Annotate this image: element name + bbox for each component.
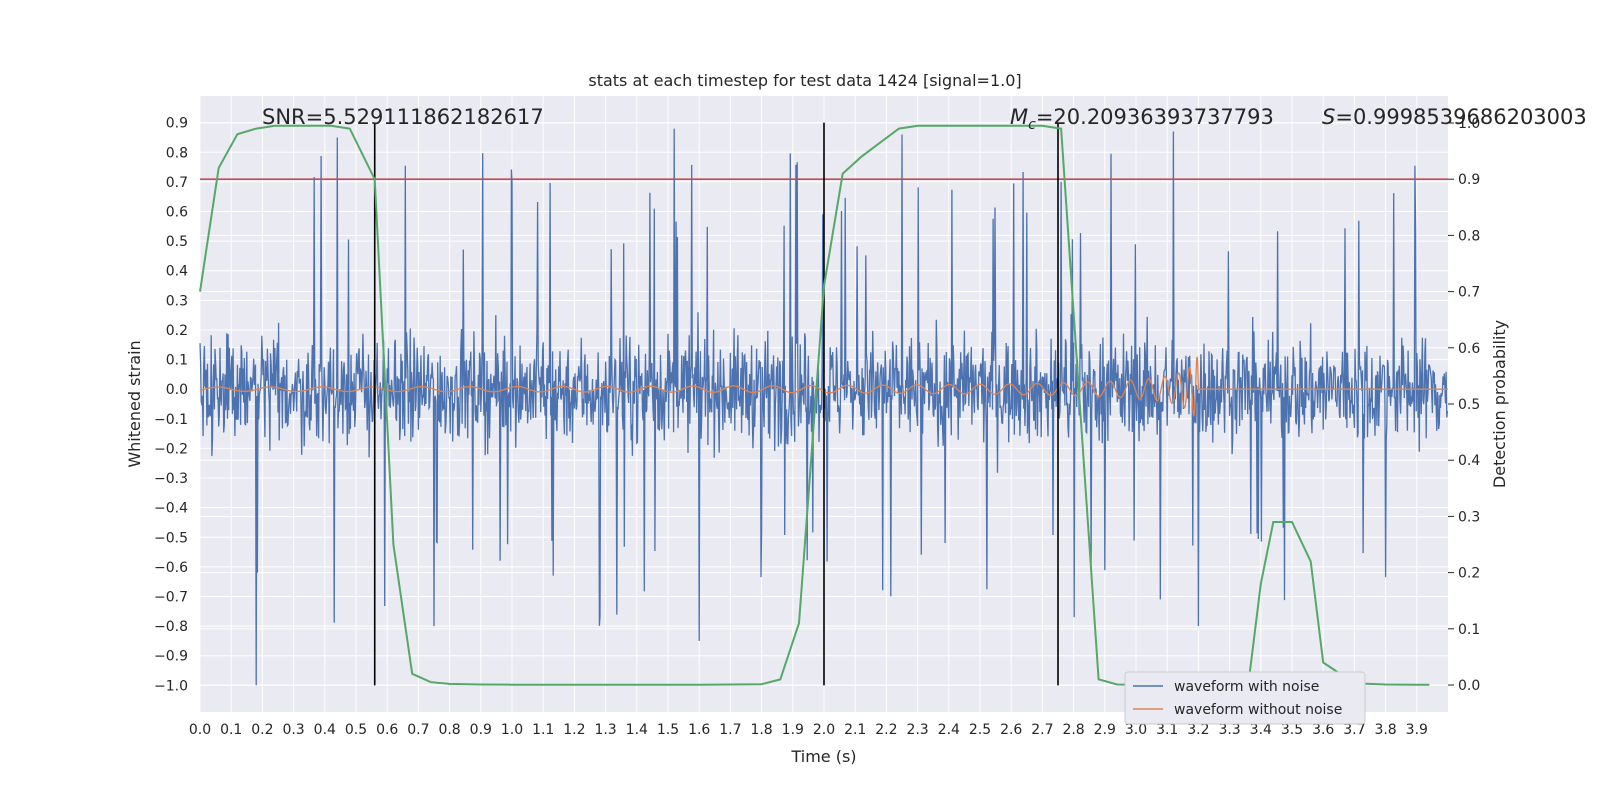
x-tick-label: 2.0	[813, 722, 835, 738]
x-tick-label: 1.0	[501, 722, 523, 738]
y2-tick-label: 0.0	[1458, 678, 1480, 694]
score-symbol: S	[1322, 105, 1335, 129]
y-tick-label: −0.1	[154, 412, 188, 428]
y2-tick-label: 0.7	[1458, 285, 1480, 301]
y-tick-label: 0.5	[166, 234, 188, 250]
y-tick-label: −0.3	[154, 471, 188, 487]
chirp-mass-symbol: M	[1010, 105, 1028, 129]
x-tick-label: 3.8	[1374, 722, 1396, 738]
vertical-markers	[373, 122, 1059, 686]
y2-tick-label: 0.8	[1458, 228, 1480, 244]
x-tick-label: 2.5	[969, 722, 991, 738]
x-tick-label: 3.5	[1281, 722, 1303, 738]
x-tick-label: 2.3	[906, 722, 928, 738]
y2-tick-label: 0.9	[1458, 172, 1480, 188]
x-tick-label: 3.3	[1218, 722, 1240, 738]
y-tick-label: −0.5	[154, 530, 188, 546]
x-tick-label: 3.0	[1125, 722, 1147, 738]
x-tick-label: 1.9	[782, 722, 804, 738]
y-tick-label: 0.7	[166, 175, 188, 191]
x-tick-label: 2.1	[844, 722, 866, 738]
x-tick-label: 0.2	[251, 722, 273, 738]
x-tick-label: 2.4	[938, 722, 960, 738]
x-tick-label: 2.6	[1000, 722, 1022, 738]
x-tick-label: 2.2	[875, 722, 897, 738]
legend-label-clean: waveform without noise	[1174, 702, 1342, 718]
legend-label-noise: waveform with noise	[1174, 679, 1319, 695]
y-tick-label: 0.9	[166, 116, 188, 132]
y-tick-label: 0.8	[166, 145, 188, 161]
x-tick-label: 3.7	[1343, 722, 1365, 738]
x-tick-label: 3.6	[1312, 722, 1334, 738]
x-tick-labels: 0.0 0.1 0.2 0.3 0.4 0.5 0.6 0.7 0.8 0.9 1.0 1.1 1.2 1…	[189, 722, 1428, 738]
x-tick-label: 1.4	[626, 722, 648, 738]
chirp-mass-annotation: Mc=20.20936393737793	[1010, 105, 1274, 133]
score-annotation: S=0.9998539686203003	[1322, 105, 1587, 129]
x-tick-label: 0.3	[282, 722, 304, 738]
y-tick-label: 0.0	[166, 382, 188, 398]
chirp-mass-value: =20.20936393737793	[1036, 105, 1274, 129]
y-tick-label: −1.0	[154, 678, 188, 694]
x-tick-label: 0.1	[220, 722, 242, 738]
y-tick-label: 0.6	[166, 205, 188, 221]
snr-annotation: SNR=5.529111862182617	[262, 105, 544, 129]
x-tick-label: 0.6	[376, 722, 398, 738]
x-tick-label: 0.7	[407, 722, 429, 738]
x-tick-label: 0.4	[314, 722, 336, 738]
x-tick-label: 0.8	[438, 722, 460, 738]
y-tick-label: −0.7	[154, 590, 188, 606]
chirp-mass-subscript: c	[1028, 117, 1036, 133]
x-tick-label: 3.9	[1406, 722, 1428, 738]
detection-probability-line	[199, 124, 1430, 686]
x-tick-label: 1.5	[657, 722, 679, 738]
x-axis-label: Time (s)	[790, 747, 856, 766]
legend: waveform with noise waveform without noi…	[1124, 671, 1366, 725]
y-tick-label: −0.6	[154, 560, 188, 576]
x-tick-label: 1.2	[563, 722, 585, 738]
x-tick-label: 1.1	[532, 722, 554, 738]
y-tick-label: −0.2	[154, 441, 188, 457]
y-tick-label: −0.9	[154, 649, 188, 665]
x-tick-label: 2.7	[1031, 722, 1053, 738]
y2-tick-label: 0.6	[1458, 341, 1480, 357]
detection-probability-series	[199, 124, 1430, 686]
y-tick-label: −0.4	[154, 501, 188, 517]
y-tick-labels: 0.9 0.8 0.7 0.6 0.5 0.4 0.3 0.2 0.1 0.0 −0.1 −0.2 −0…	[154, 116, 188, 695]
legend-box	[1124, 671, 1366, 725]
x-tick-label: 3.4	[1250, 722, 1272, 738]
chart-title: stats at each timestep for test data 142…	[588, 71, 1021, 90]
y2-tick-label: 1.0	[1458, 116, 1480, 132]
y-tick-label: 0.3	[166, 293, 188, 309]
y-tick-label: 0.4	[166, 264, 188, 280]
y2-tick-label: 0.3	[1458, 509, 1480, 525]
x-tick-label: 1.8	[750, 722, 772, 738]
y2-axis-label: Detection probability	[1490, 320, 1509, 488]
x-tick-label: 1.3	[594, 722, 616, 738]
y2-tick-label: 0.1	[1458, 622, 1480, 638]
x-tick-label: 3.2	[1187, 722, 1209, 738]
x-tick-label: 3.1	[1156, 722, 1178, 738]
x-tick-label: 2.9	[1094, 722, 1116, 738]
y2-tick-labels: 1.0 0.9 0.8 0.7 0.6 0.5 0.4 0.3 0.2 0.1 0.0	[1448, 116, 1480, 694]
y2-tick-label: 0.2	[1458, 566, 1480, 582]
x-tick-label: 2.8	[1062, 722, 1084, 738]
score-value: =0.9998539686203003	[1335, 105, 1586, 129]
y-axis-label: Whitened strain	[125, 340, 144, 467]
y-tick-label: −0.8	[154, 619, 188, 635]
x-tick-label: 1.7	[719, 722, 741, 738]
x-tick-label: 0.9	[470, 722, 492, 738]
x-tick-label: 1.6	[688, 722, 710, 738]
y-tick-label: 0.1	[166, 353, 188, 369]
y-tick-label: 0.2	[166, 323, 188, 339]
y2-tick-label: 0.4	[1458, 453, 1480, 469]
y2-tick-label: 0.5	[1458, 397, 1480, 413]
x-tick-label: 0.0	[189, 722, 211, 738]
x-tick-label: 0.5	[345, 722, 367, 738]
